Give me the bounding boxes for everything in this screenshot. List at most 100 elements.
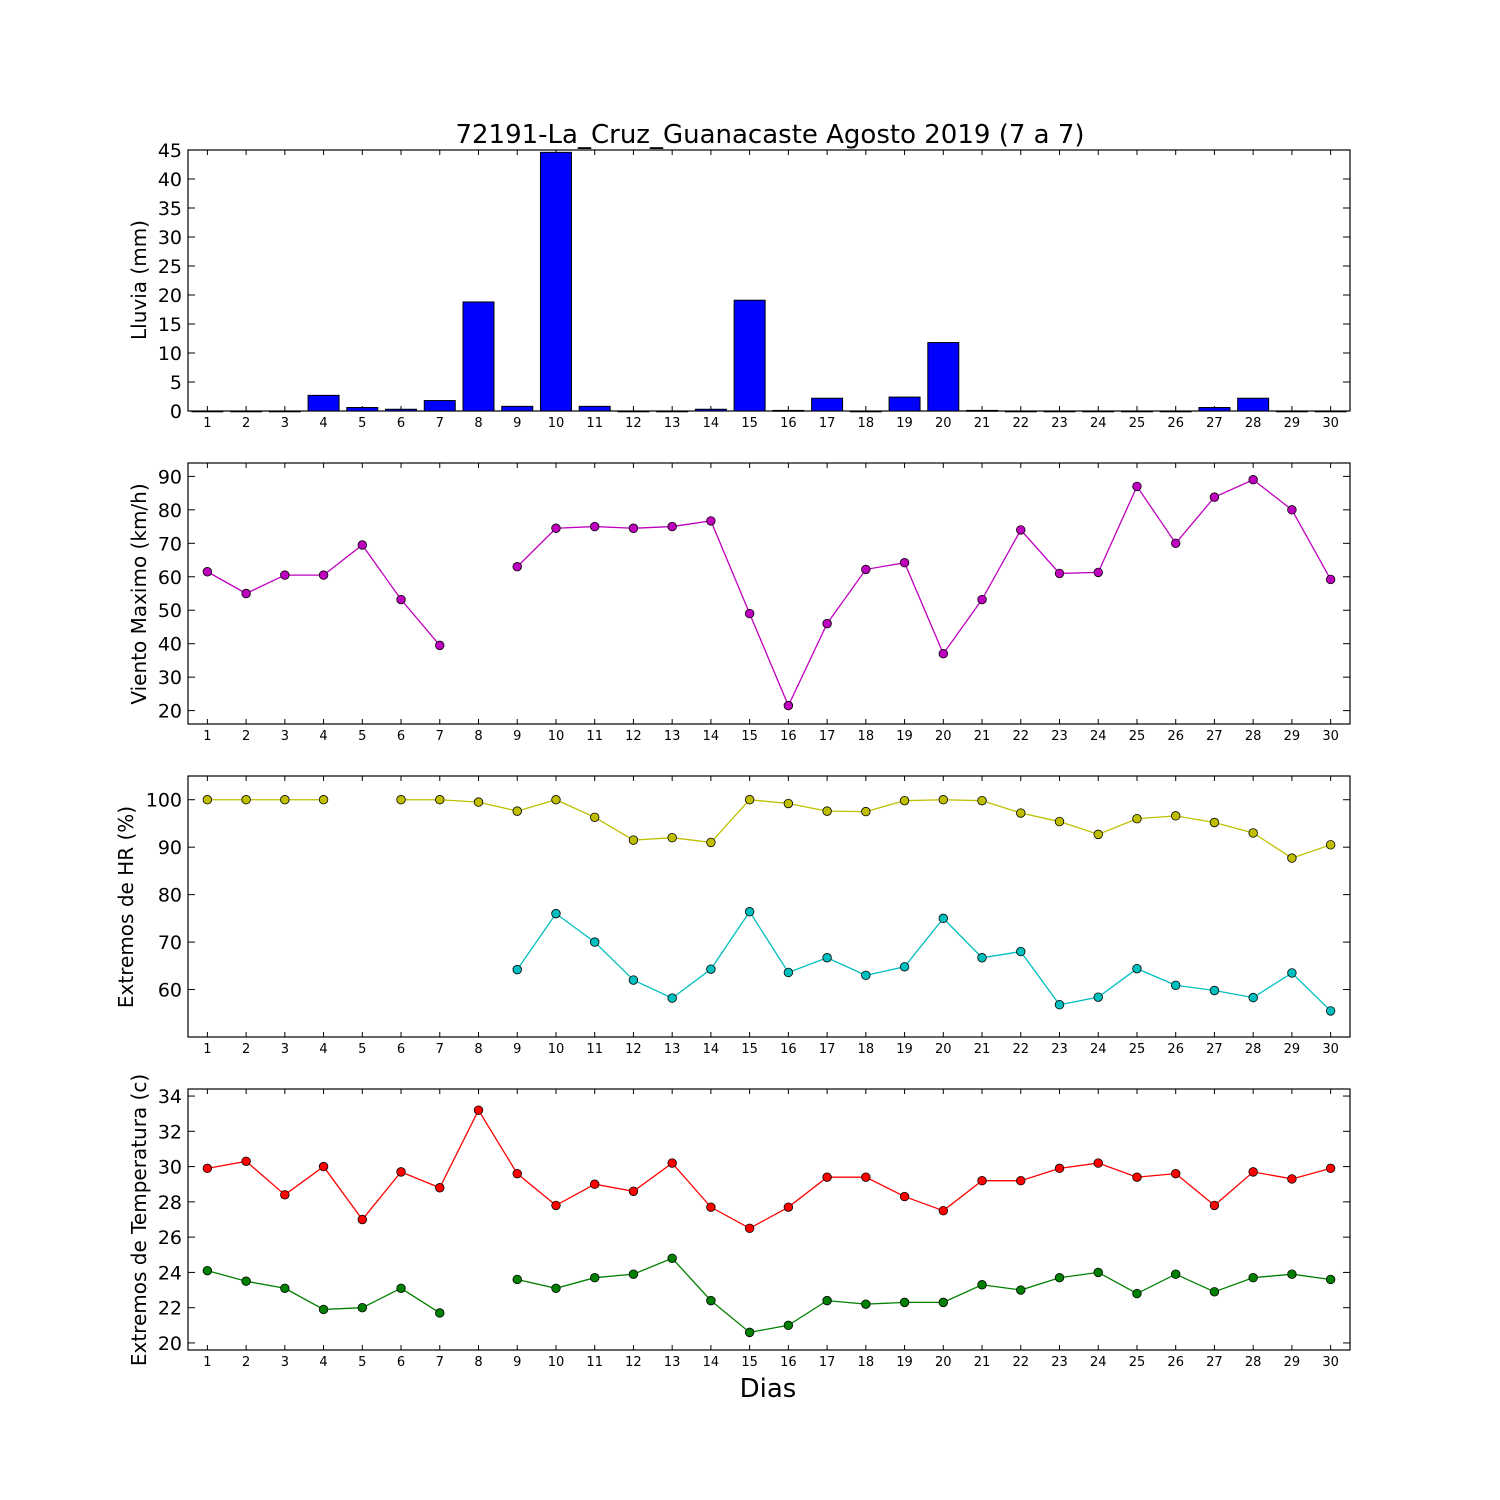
rain-y-tick-label: 25 xyxy=(158,256,182,278)
temperature-min-point xyxy=(1016,1285,1026,1295)
temperature-max-point xyxy=(357,1214,368,1225)
temperature-max-point xyxy=(938,1205,949,1216)
rain-x-tick-label: 26 xyxy=(1167,416,1184,431)
humidity-max-point xyxy=(435,795,445,805)
wind-x-tick-label: 1 xyxy=(203,729,211,744)
rain-x-tick-label: 1 xyxy=(203,416,211,431)
humidity-x-tick-label: 12 xyxy=(625,1042,642,1057)
wind-max-point xyxy=(1287,505,1297,515)
wind-x-tick-label: 2 xyxy=(242,729,250,744)
temperature-y-tick-label: 24 xyxy=(158,1262,182,1284)
temperature-min-point xyxy=(318,1304,329,1315)
wind-x-tick-label: 3 xyxy=(281,729,289,744)
wind-x-tick-label: 6 xyxy=(397,729,405,744)
humidity-min-point xyxy=(1209,985,1220,996)
temperature-min-point xyxy=(1054,1272,1065,1283)
rain-x-tick-label: 15 xyxy=(741,416,758,431)
humidity-y-axis-label: Extremos de HR (%) xyxy=(114,806,138,1008)
rain-x-tick-label: 16 xyxy=(780,416,797,431)
temperature-min-point xyxy=(667,1253,677,1263)
temperature-min-point xyxy=(1287,1269,1297,1279)
temperature-x-tick-label: 21 xyxy=(974,1355,991,1370)
rain-y-tick-label: 40 xyxy=(158,169,182,191)
humidity-max-point xyxy=(1093,829,1103,840)
wind-max-point xyxy=(861,564,871,575)
wind-x-tick-label: 24 xyxy=(1090,729,1107,744)
rain-bar xyxy=(733,299,766,412)
rain-y-axis-label: Lluvia (mm) xyxy=(127,220,151,340)
temperature-x-tick-label: 3 xyxy=(281,1355,289,1370)
temperature-min-point xyxy=(1132,1288,1142,1299)
humidity-max-point xyxy=(1132,814,1142,824)
wind-max-point xyxy=(202,567,213,577)
temperature-max-point xyxy=(861,1172,871,1182)
humidity-x-tick-label: 20 xyxy=(935,1042,952,1057)
wind-plot-frame xyxy=(187,462,1351,725)
temperature-max-point xyxy=(1248,1167,1258,1177)
rain-bar xyxy=(346,407,379,412)
temperature-max-point xyxy=(1209,1200,1220,1211)
rain-x-tick-label: 28 xyxy=(1245,416,1262,431)
rain-bar xyxy=(811,397,844,412)
rain-bar xyxy=(1004,410,1037,413)
rain-bar xyxy=(501,405,534,412)
temperature-max-point xyxy=(1093,1158,1103,1168)
wind-max-point xyxy=(744,608,755,619)
humidity-max-point xyxy=(512,806,522,816)
wind-x-tick-label: 23 xyxy=(1051,729,1068,744)
humidity-min-point xyxy=(667,993,677,1003)
wind-x-tick-label: 12 xyxy=(625,729,642,744)
humidity-max-point xyxy=(1209,817,1220,828)
wind-y-axis-label: Viento Maximo (km/h) xyxy=(127,483,151,704)
rain-y-tick-label: 45 xyxy=(158,140,182,162)
wind-x-tick-label: 15 xyxy=(741,729,758,744)
temperature-min-point xyxy=(357,1302,368,1313)
humidity-x-tick-label: 16 xyxy=(780,1042,797,1057)
temperature-x-tick-label: 2 xyxy=(242,1355,250,1370)
humidity-min-point xyxy=(822,953,832,963)
temperature-y-tick-label: 22 xyxy=(158,1298,182,1320)
humidity-y-tick-label: 70 xyxy=(158,932,182,954)
rain-y-tick-label: 15 xyxy=(158,314,182,336)
humidity-min-point xyxy=(706,964,716,974)
temperature-x-tick-label: 17 xyxy=(819,1355,836,1370)
rain-x-tick-label: 5 xyxy=(358,416,366,431)
wind-x-tick-label: 17 xyxy=(819,729,836,744)
rain-bar xyxy=(849,410,882,413)
rain-x-tick-label: 13 xyxy=(664,416,681,431)
humidity-max-point xyxy=(241,795,251,805)
rain-bar xyxy=(1275,410,1308,413)
temperature-min-point xyxy=(861,1299,871,1309)
humidity-x-tick-label: 23 xyxy=(1051,1042,1068,1057)
humidity-x-tick-label: 24 xyxy=(1090,1042,1107,1057)
rain-bar xyxy=(772,409,805,412)
rain-bar xyxy=(694,408,727,412)
wind-max-point xyxy=(280,570,290,580)
humidity-min-point xyxy=(628,975,639,985)
wind-max-point xyxy=(899,558,910,568)
temperature-x-tick-label: 8 xyxy=(474,1355,482,1370)
temperature-x-tick-label: 1 xyxy=(203,1355,211,1370)
humidity-min-point xyxy=(1093,992,1103,1002)
wind-x-tick-label: 4 xyxy=(319,729,327,744)
humidity-x-tick-label: 3 xyxy=(281,1042,289,1057)
rain-x-tick-label: 14 xyxy=(703,416,720,431)
wind-x-tick-label: 10 xyxy=(548,729,565,744)
rain-y-tick-label: 5 xyxy=(170,372,182,394)
rain-x-tick-label: 11 xyxy=(586,416,603,431)
rain-x-tick-label: 25 xyxy=(1129,416,1146,431)
temperature-min-point xyxy=(822,1295,832,1306)
wind-x-tick-label: 16 xyxy=(780,729,797,744)
chart-title: 72191-La_Cruz_Guanacaste Agosto 2019 (7 … xyxy=(455,120,1084,150)
wind-y-tick-label: 30 xyxy=(158,667,182,689)
rain-bar xyxy=(1314,410,1347,413)
temperature-max-point xyxy=(590,1179,600,1189)
humidity-y-tick-label: 90 xyxy=(158,837,182,859)
temperature-x-tick-label: 25 xyxy=(1129,1355,1146,1370)
temperature-min-point xyxy=(744,1327,755,1338)
temperature-min-point xyxy=(783,1320,794,1331)
rain-bar xyxy=(656,410,689,413)
temperature-max-point xyxy=(202,1163,213,1174)
temperature-max-line xyxy=(207,1108,1331,1230)
wind-x-tick-label: 26 xyxy=(1167,729,1184,744)
